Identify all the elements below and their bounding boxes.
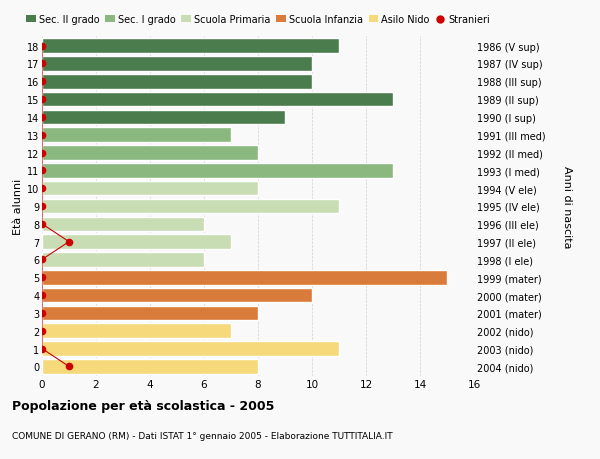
- Bar: [42, 359, 258, 374]
- Bar: [42, 199, 339, 214]
- Point: [64, 363, 74, 370]
- Bar: [42, 341, 339, 356]
- Point: [37, 61, 47, 68]
- Point: [37, 274, 47, 281]
- Point: [37, 185, 47, 192]
- Bar: [42, 324, 231, 338]
- Bar: [42, 128, 231, 143]
- Legend: Sec. II grado, Sec. I grado, Scuola Primaria, Scuola Infanzia, Asilo Nido, Stran: Sec. II grado, Sec. I grado, Scuola Prim…: [26, 15, 490, 25]
- Point: [37, 96, 47, 104]
- Bar: [42, 217, 204, 232]
- Text: COMUNE DI GERANO (RM) - Dati ISTAT 1° gennaio 2005 - Elaborazione TUTTITALIA.IT: COMUNE DI GERANO (RM) - Dati ISTAT 1° ge…: [12, 431, 392, 441]
- Bar: [42, 110, 285, 125]
- Bar: [42, 252, 204, 267]
- Point: [37, 256, 47, 263]
- Point: [37, 203, 47, 210]
- Bar: [42, 235, 231, 249]
- Point: [37, 150, 47, 157]
- Y-axis label: Anni di nascita: Anni di nascita: [562, 165, 572, 248]
- Point: [37, 43, 47, 50]
- Point: [37, 78, 47, 86]
- Bar: [42, 270, 447, 285]
- Point: [37, 327, 47, 335]
- Text: Popolazione per età scolastica - 2005: Popolazione per età scolastica - 2005: [12, 399, 274, 412]
- Bar: [42, 75, 312, 90]
- Point: [37, 168, 47, 175]
- Bar: [42, 306, 258, 320]
- Point: [37, 345, 47, 353]
- Point: [37, 132, 47, 139]
- Point: [37, 114, 47, 121]
- Bar: [42, 288, 312, 303]
- Bar: [42, 57, 312, 72]
- Bar: [42, 93, 393, 107]
- Y-axis label: Età alunni: Età alunni: [13, 179, 23, 235]
- Bar: [42, 164, 393, 178]
- Point: [37, 309, 47, 317]
- Point: [37, 292, 47, 299]
- Bar: [42, 146, 258, 161]
- Bar: [42, 39, 339, 54]
- Bar: [42, 181, 258, 196]
- Point: [64, 238, 74, 246]
- Point: [37, 221, 47, 228]
